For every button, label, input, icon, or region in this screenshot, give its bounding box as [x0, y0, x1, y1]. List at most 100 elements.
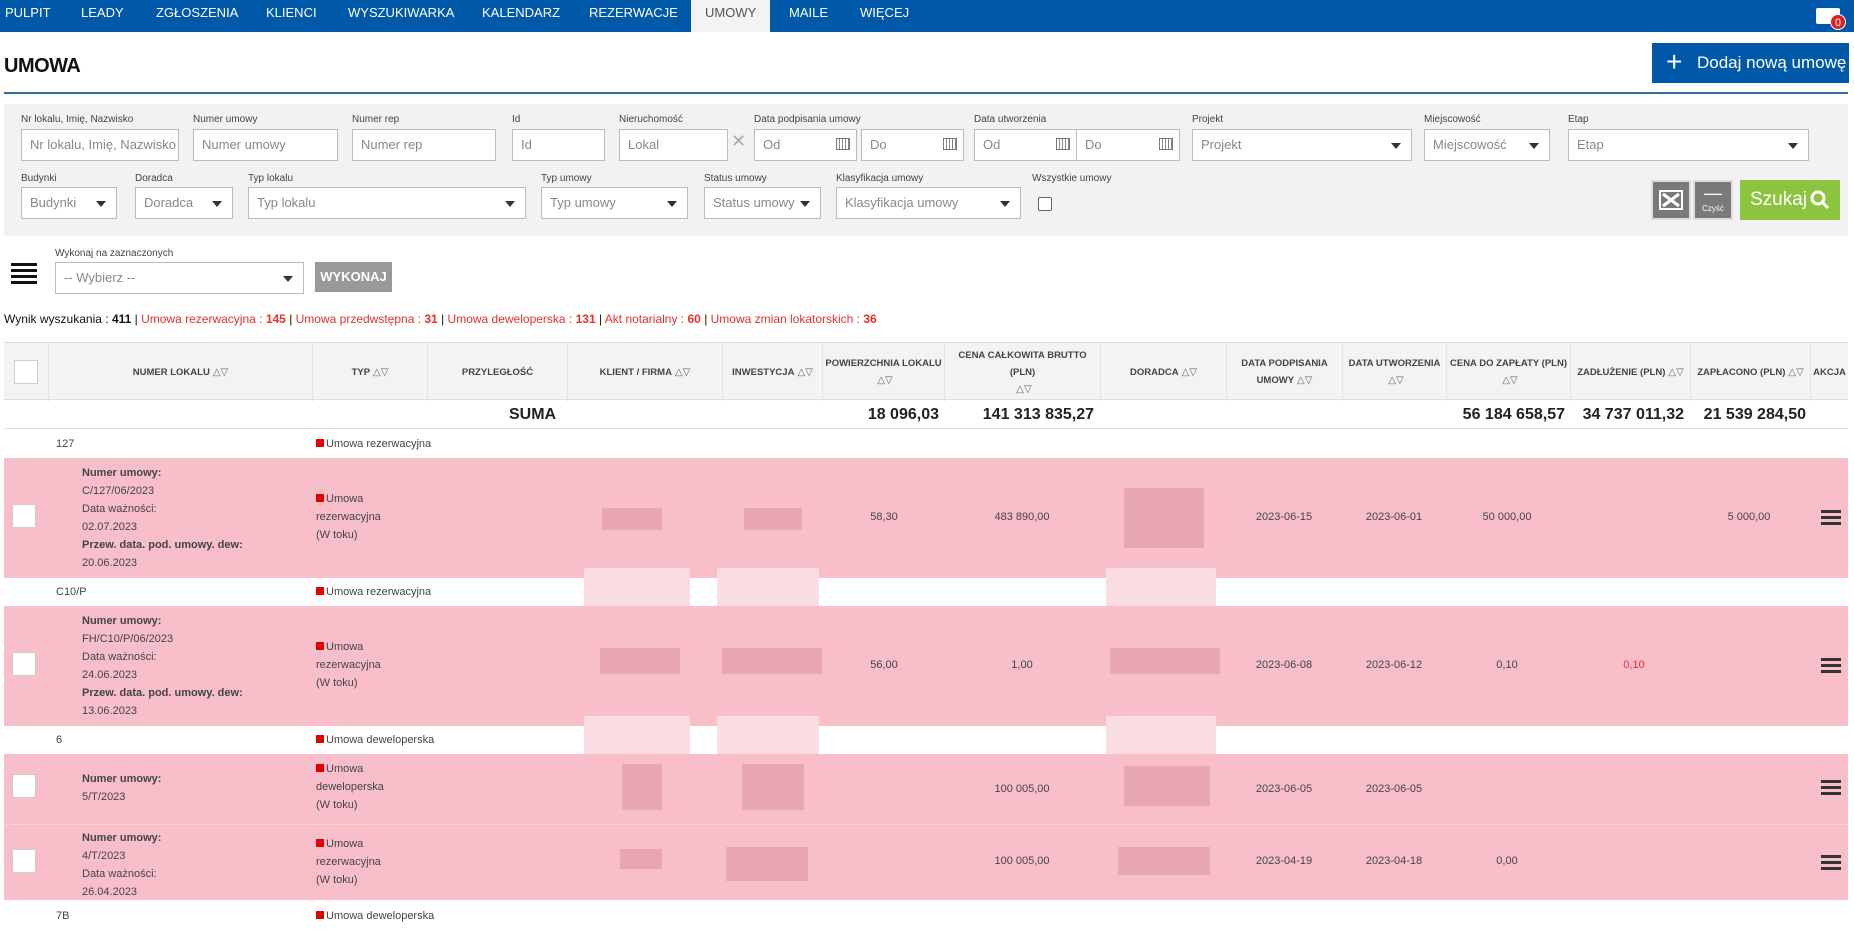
sort-icon: △▽ — [1788, 366, 1804, 378]
clear-filters-button[interactable]: — Czyść — [1693, 180, 1733, 220]
sort-icon: △▽ — [1388, 375, 1404, 386]
redacted-investment — [726, 847, 808, 881]
nav-item-maile[interactable]: MAILE — [789, 5, 829, 20]
redacted-advisor — [1118, 847, 1210, 875]
city-select[interactable]: Miejscowość — [1424, 129, 1550, 161]
redacted-advisor — [1110, 648, 1220, 674]
col-zadluzenie[interactable]: ZADŁUŻENIE (PLN) △▽ — [1570, 343, 1690, 401]
filter-label-data-podpisania: Data podpisania umowy — [754, 114, 861, 125]
calendar-icon — [836, 138, 850, 150]
unit-type-select[interactable]: Typ lokalu — [248, 187, 526, 219]
search-button[interactable]: Szukaj — [1740, 180, 1840, 220]
redacted-client — [602, 508, 662, 530]
execute-button[interactable]: WYKONAJ — [315, 262, 392, 292]
nav-item-rezerwacje[interactable]: REZERWACJE — [589, 5, 678, 20]
lokal-search-input[interactable]: Nr lokalu, Imię, Nazwisko — [21, 129, 179, 161]
row-checkbox[interactable] — [12, 849, 36, 873]
nav-item-leady[interactable]: LEADY — [81, 5, 124, 20]
sort-icon: △▽ — [1297, 375, 1313, 386]
sum-cena: 141 313 835,27 — [982, 406, 1094, 423]
table-row[interactable]: Numer umowy: 4/T/2023 Data ważności: 26.… — [4, 824, 1848, 900]
col-inwestycja[interactable]: INWESTYCJA △▽ — [722, 343, 822, 401]
row-menu-icon[interactable] — [1821, 780, 1841, 796]
signed-from-input[interactable]: Od — [754, 129, 857, 161]
contract-type-select[interactable]: Typ umowy — [541, 187, 688, 219]
signed-to-input[interactable]: Do — [861, 129, 964, 161]
bulk-action-select[interactable]: -- Wybierz -- — [55, 262, 304, 294]
contract-info: Numer umowy: FH/C10/P/06/2023 Data ważno… — [82, 615, 243, 717]
row-checkbox[interactable] — [12, 652, 36, 676]
created-from-input[interactable]: Od — [974, 129, 1077, 161]
col-przyleglosc: PRZYLEGŁOŚĆ — [427, 343, 567, 401]
nav-item-wyszukiwarka[interactable]: WYSZUKIWARKA — [348, 5, 455, 20]
sort-icon: △▽ — [1502, 375, 1518, 386]
filter-label-wszystkie: Wszystkie umowy — [1032, 173, 1112, 184]
filter-label-rep: Numer rep — [352, 114, 400, 125]
excel-icon — [1659, 190, 1683, 210]
col-cena[interactable]: CENA CAŁKOWITA BRUTTO (PLN) △▽ — [944, 343, 1100, 401]
top-navigation: PULPIT LEADY ZGŁOSZENIA KLIENCI WYSZUKIW… — [0, 0, 1854, 32]
nav-item-klienci[interactable]: KLIENCI — [266, 5, 317, 20]
table-row[interactable]: Numer umowy: C/127/06/2023 Data ważności… — [4, 458, 1848, 578]
filter-label-numer: Numer umowy — [193, 114, 258, 125]
nav-item-umowy[interactable]: UMOWY — [691, 0, 771, 32]
buildings-select[interactable]: Budynki — [21, 187, 117, 219]
col-data-utworzenia[interactable]: DATA UTWORZENIA △▽ — [1342, 343, 1446, 401]
notifications-button[interactable]: 0 — [1814, 2, 1846, 30]
filter-label-status: Status umowy — [704, 173, 767, 184]
redacted-client — [600, 648, 680, 674]
export-excel-button[interactable] — [1651, 180, 1691, 220]
contract-type: Umowa deweloperska (W toku) — [316, 763, 384, 811]
redacted-advisor — [1124, 766, 1210, 806]
project-select[interactable]: Projekt — [1192, 129, 1412, 161]
advisor-select[interactable]: Doradca — [135, 187, 233, 219]
col-data-podpisania[interactable]: DATA PODPISANIA UMOWY △▽ — [1226, 343, 1342, 401]
row-menu-icon[interactable] — [1821, 658, 1841, 674]
contract-status-select[interactable]: Status umowy — [704, 187, 821, 219]
table-row[interactable]: Numer umowy: FH/C10/P/06/2023 Data ważno… — [4, 606, 1848, 726]
calendar-icon — [1056, 138, 1070, 150]
created-to-input[interactable]: Do — [1076, 129, 1180, 161]
property-input[interactable]: Lokal — [619, 129, 728, 161]
table-header: NUMER LOKALU △▽ TYP △▽ PRZYLEGŁOŚĆ KLIENT … — [4, 342, 1848, 401]
col-numer-lokalu[interactable]: NUMER LOKALU △▽ — [48, 343, 312, 401]
group-header: 7B Umowa deweloperska — [56, 910, 435, 922]
nav-item-kalendarz[interactable]: KALENDARZ — [482, 5, 561, 20]
row-checkbox[interactable] — [12, 504, 36, 528]
table-row[interactable]: Numer umowy: 5/T/2023 Umowa deweloperska… — [4, 754, 1848, 824]
nav-item-zgloszenia[interactable]: ZGŁOSZENIA — [156, 5, 239, 20]
nav-item-pulpit[interactable]: PULPIT — [5, 5, 51, 20]
add-contract-button[interactable]: + Dodaj nową umowę — [1652, 43, 1849, 83]
row-checkbox[interactable] — [12, 774, 36, 798]
col-akcja: AKCJA — [1810, 343, 1848, 401]
contract-number-input[interactable]: Numer umowy — [193, 129, 338, 161]
rep-number-input[interactable]: Numer rep — [352, 129, 496, 161]
minus-icon: — — [1704, 183, 1722, 203]
contract-type: Umowa rezerwacyjna (W toku) — [316, 641, 381, 689]
col-cena-do-zaplaty[interactable]: CENA DO ZAPŁATY (PLN) △▽ — [1446, 343, 1570, 401]
col-zaplacono[interactable]: ZAPŁACONO (PLN) △▽ — [1690, 343, 1810, 401]
group-header: 6 Umowa deweloperska — [56, 734, 435, 746]
calendar-icon — [943, 138, 957, 150]
id-input[interactable]: Id — [512, 129, 605, 161]
stage-select[interactable]: Etap — [1568, 129, 1809, 161]
col-powierzchnia[interactable]: POWIERZCHNIA LOKALU △▽ — [822, 343, 944, 401]
group-header: 127 Umowa rezerwacyjna — [56, 438, 432, 450]
sort-icon: △▽ — [1016, 383, 1032, 395]
classification-select[interactable]: Klasyfikacja umowy — [836, 187, 1021, 219]
notification-badge: 0 — [1830, 14, 1846, 30]
clear-property-icon[interactable]: ✕ — [731, 131, 747, 151]
select-all-checkbox[interactable] — [14, 360, 38, 384]
all-contracts-checkbox[interactable] — [1038, 197, 1052, 211]
col-klient[interactable]: KLIENT / FIRMA △▽ — [567, 343, 722, 401]
contract-type: Umowa rezerwacyjna (W toku) — [316, 838, 381, 886]
list-view-icon[interactable] — [11, 263, 37, 285]
sort-icon: △▽ — [1668, 366, 1684, 378]
sum-label: SUMA — [509, 406, 557, 423]
sum-cena-do-zaplaty: 56 184 658,57 — [1462, 406, 1565, 423]
col-typ[interactable]: TYP △▽ — [312, 343, 427, 401]
row-menu-icon[interactable] — [1821, 855, 1841, 871]
col-doradca[interactable]: DORADCA △▽ — [1100, 343, 1226, 401]
row-menu-icon[interactable] — [1821, 510, 1841, 526]
nav-item-wiecej[interactable]: WIĘCEJ — [860, 5, 910, 20]
